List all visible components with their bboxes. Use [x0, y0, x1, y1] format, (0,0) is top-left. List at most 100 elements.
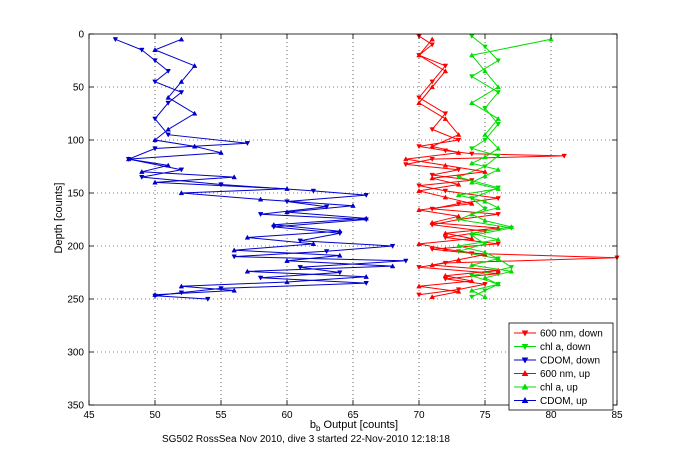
data-point: [469, 200, 475, 206]
data-point: [350, 202, 356, 208]
data-point: [139, 168, 145, 174]
legend-item: 600 nm, up: [514, 369, 590, 380]
x-tick-label: 85: [611, 410, 623, 421]
x-axis-label-rest: Output [counts]: [320, 419, 398, 431]
data-point: [469, 146, 475, 152]
data-point: [495, 166, 501, 172]
y-tick-label: 0: [78, 30, 84, 41]
data-point: [482, 106, 488, 112]
data-point: [482, 198, 488, 204]
data-point: [429, 247, 435, 252]
x-tick-label: 50: [149, 410, 161, 421]
data-point: [429, 219, 435, 225]
data-point: [152, 291, 158, 297]
data-point: [429, 42, 435, 48]
data-point: [389, 263, 396, 269]
data-point: [112, 37, 119, 43]
y-tick-label: 300: [67, 348, 84, 359]
data-point: [442, 272, 449, 278]
data-point: [495, 236, 501, 242]
y-tick-label: 250: [67, 295, 84, 306]
data-point: [178, 190, 185, 196]
data-point: [416, 292, 422, 298]
data-point: [469, 278, 475, 284]
legend-item: CDOM, up: [514, 396, 588, 407]
data-point: [152, 79, 158, 85]
data-point: [455, 243, 462, 249]
data-point: [429, 143, 435, 149]
data-point: [178, 167, 185, 173]
data-point: [469, 74, 475, 80]
data-point: [191, 110, 198, 116]
data-point: [416, 188, 422, 193]
data-point: [403, 258, 409, 264]
x-axis-label-main: b: [310, 419, 316, 431]
data-point: [469, 273, 475, 279]
data-point: [495, 153, 501, 159]
legend-label: 600 nm, up: [540, 369, 590, 380]
x-tick-label: 70: [413, 410, 425, 421]
y-tick-label: 150: [67, 189, 84, 200]
data-point: [482, 217, 488, 223]
legend-marker: [521, 330, 529, 337]
data-point: [191, 62, 198, 68]
series-cdom-up: [125, 36, 396, 297]
data-point: [548, 36, 554, 42]
data-point: [495, 58, 501, 64]
data-point: [310, 241, 317, 246]
series-chl-a-up: [455, 36, 554, 299]
data-point: [469, 151, 475, 157]
data-point: [218, 286, 224, 292]
data-point: [257, 196, 264, 202]
legend-item: 600 nm, down: [514, 329, 603, 340]
data-point: [416, 52, 422, 58]
data-point: [363, 215, 369, 221]
data-point: [429, 79, 435, 85]
data-point: [231, 254, 237, 260]
data-point: [469, 52, 475, 58]
data-point: [416, 265, 422, 271]
data-point: [416, 283, 422, 289]
y-tick-label: 100: [67, 136, 84, 147]
data-point: [297, 238, 303, 244]
data-point: [152, 47, 158, 52]
data-point: [165, 100, 171, 106]
data-point: [429, 156, 435, 162]
data-point: [495, 185, 501, 191]
data-point: [310, 188, 317, 194]
data-point: [442, 235, 449, 241]
legend-marker: [521, 344, 529, 351]
y-tick-label: 350: [67, 401, 84, 412]
data-point: [297, 265, 303, 271]
data-point: [218, 149, 224, 155]
data-point: [218, 182, 224, 188]
data-point: [469, 235, 475, 241]
data-point: [416, 95, 422, 101]
data-point: [442, 188, 449, 194]
data-point: [469, 211, 475, 217]
data-point: [416, 100, 422, 105]
x-tick-label: 55: [215, 410, 227, 421]
data-point: [442, 111, 449, 117]
data-point: [442, 63, 449, 69]
figure-caption: SG502 RossSea Nov 2010, dive 3 started 2…: [162, 434, 450, 445]
data-point: [139, 47, 145, 53]
data-point: [139, 175, 145, 180]
legend-label: chl a, down: [540, 342, 591, 353]
data-point: [495, 90, 501, 96]
data-point: [469, 287, 475, 293]
data-point: [495, 281, 501, 287]
data-point: [482, 274, 488, 280]
data-point: [323, 249, 330, 255]
data-point: [455, 213, 462, 219]
data-point: [482, 68, 488, 74]
data-point: [482, 206, 488, 212]
data-point: [165, 162, 171, 168]
data-point: [442, 162, 449, 168]
data-point: [152, 116, 158, 122]
data-point: [284, 258, 290, 263]
data-point: [337, 228, 343, 234]
series-line: [405, 38, 499, 298]
y-tick-label: 50: [73, 83, 85, 94]
